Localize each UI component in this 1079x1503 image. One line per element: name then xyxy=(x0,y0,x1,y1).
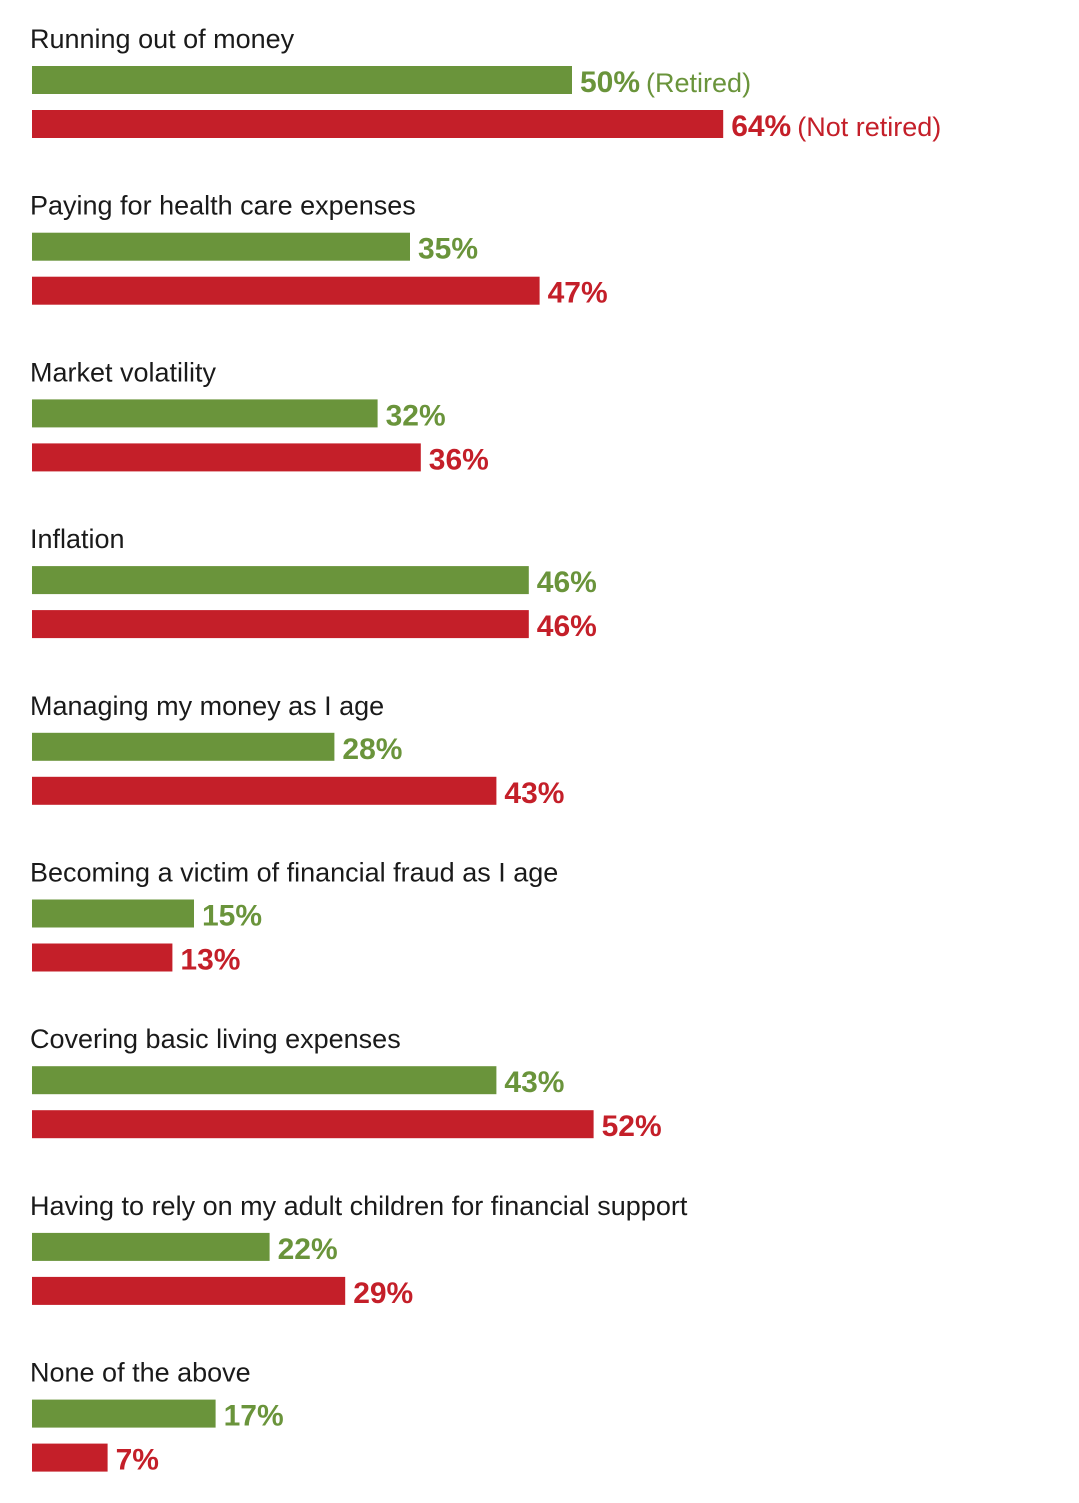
value-text: 7% xyxy=(116,1444,159,1477)
value-label: 43% xyxy=(504,777,564,810)
bar-group: Running out of money 50% (Retired) 64% (Not … xyxy=(30,24,941,143)
value-text: 35% xyxy=(418,233,478,266)
bar-not-retired xyxy=(32,110,724,138)
bar-retired xyxy=(32,66,572,94)
value-label: 32% xyxy=(386,399,446,432)
value-label: 46% xyxy=(537,610,597,643)
bar-not-retired xyxy=(32,610,529,639)
value-label: 47% xyxy=(548,277,608,310)
bar-retired xyxy=(32,1066,497,1095)
bar-not-retired xyxy=(32,776,497,805)
value-text: 46% xyxy=(537,610,597,643)
value-label: 35% xyxy=(418,233,478,266)
value-text: 43% xyxy=(504,777,564,810)
value-label: 50% (Retired) xyxy=(580,66,751,99)
value-text: 13% xyxy=(180,944,240,977)
value-text: 17% xyxy=(224,1400,284,1433)
value-label: 7% xyxy=(116,1444,159,1477)
bar-retired xyxy=(32,399,378,428)
bar-not-retired xyxy=(32,1110,594,1139)
bar-retired xyxy=(32,566,529,595)
value-text: 64% xyxy=(731,110,791,143)
bar-not-retired xyxy=(32,276,540,305)
value-text: 28% xyxy=(342,733,402,766)
bar-group: None of the above 17% 7% xyxy=(30,1358,284,1477)
value-text: 29% xyxy=(353,1277,413,1310)
value-label: 28% xyxy=(342,733,402,766)
bar-not-retired xyxy=(32,943,173,972)
bar-retired xyxy=(32,232,410,261)
value-text: 47% xyxy=(548,277,608,310)
category-label: Running out of money xyxy=(30,24,295,54)
series-legend-label: (Not retired) xyxy=(797,112,941,142)
value-text: 52% xyxy=(602,1110,662,1143)
category-label: Having to rely on my adult children for … xyxy=(30,1191,688,1221)
value-text: 15% xyxy=(202,900,262,933)
category-label: Inflation xyxy=(30,524,125,554)
bar-retired xyxy=(32,899,194,928)
bar-group: Market volatility 32% 36% xyxy=(30,357,489,476)
bar-not-retired xyxy=(32,443,421,472)
bar-not-retired xyxy=(32,1276,346,1305)
series-legend-label: (Retired) xyxy=(646,68,751,98)
category-label: Managing my money as I age xyxy=(30,691,384,721)
bar-group: Managing my money as I age 28% 43% xyxy=(30,691,564,810)
bar-retired xyxy=(32,1232,270,1261)
value-text: 43% xyxy=(504,1066,564,1099)
bar-group: Inflation 46% 46% xyxy=(30,524,597,643)
value-label: 13% xyxy=(180,944,240,977)
value-text: 32% xyxy=(386,399,446,432)
value-label: 46% xyxy=(537,566,597,599)
category-label: None of the above xyxy=(30,1358,251,1388)
bar-group: Covering basic living expenses 43% 52% xyxy=(30,1024,662,1143)
value-text: 36% xyxy=(429,443,489,476)
value-label: 43% xyxy=(504,1066,564,1099)
value-text: 22% xyxy=(278,1233,338,1266)
category-label: Paying for health care expenses xyxy=(30,191,416,221)
category-label: Market volatility xyxy=(30,357,217,387)
category-label: Becoming a victim of financial fraud as … xyxy=(30,858,558,888)
value-label: 15% xyxy=(202,900,262,933)
value-text: 50% xyxy=(580,66,640,99)
bar-retired xyxy=(32,732,335,761)
category-label: Covering basic living expenses xyxy=(30,1024,401,1054)
bar-group: Having to rely on my adult children for … xyxy=(30,1191,688,1310)
value-label: 22% xyxy=(278,1233,338,1266)
value-label: 36% xyxy=(429,443,489,476)
value-label: 64% (Not retired) xyxy=(731,110,941,143)
value-label: 29% xyxy=(353,1277,413,1310)
value-text: 46% xyxy=(537,566,597,599)
value-label: 52% xyxy=(602,1110,662,1143)
bar-retired xyxy=(32,1399,216,1428)
bar-not-retired xyxy=(32,1443,108,1472)
value-label: 17% xyxy=(224,1400,284,1433)
bar-group: Becoming a victim of financial fraud as … xyxy=(30,858,558,977)
